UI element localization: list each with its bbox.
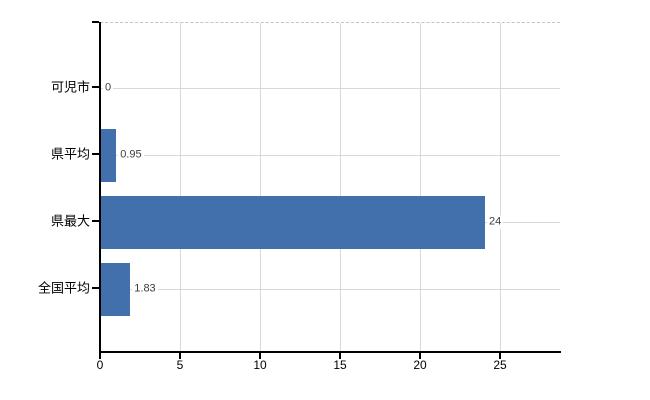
plot-area: 0 0.95 24 1.83 xyxy=(100,22,560,353)
category-label: 可児市 xyxy=(50,79,90,95)
gridline-horizontal xyxy=(100,289,560,290)
y-axis-tick xyxy=(92,86,99,88)
gridline-horizontal xyxy=(100,88,560,89)
gridline-vertical xyxy=(340,23,341,353)
x-tick-label: 25 xyxy=(493,358,507,372)
x-tick-label: 0 xyxy=(96,358,104,372)
gridline-vertical xyxy=(180,23,181,353)
category-label: 県最大 xyxy=(50,213,90,229)
gridline-vertical xyxy=(260,23,261,353)
x-axis-tick xyxy=(339,353,341,359)
gridline-horizontal xyxy=(100,155,560,156)
category-label: 県平均 xyxy=(50,146,90,162)
y-axis-end-tick xyxy=(92,21,99,23)
x-tick-label: 15 xyxy=(333,358,347,372)
y-axis-tick xyxy=(92,153,99,155)
gridline-vertical xyxy=(500,23,501,353)
gridline-vertical xyxy=(420,23,421,353)
x-axis-tick xyxy=(99,353,101,359)
y-axis-tick xyxy=(92,287,99,289)
y-axis-line xyxy=(99,22,101,353)
category-label: 全国平均 xyxy=(37,280,90,296)
x-tick-label: 20 xyxy=(413,358,427,372)
x-axis-tick xyxy=(419,353,421,359)
x-axis-line xyxy=(99,351,561,353)
bar-value-label: 0 xyxy=(103,81,114,95)
y-axis-tick xyxy=(92,220,99,222)
x-axis-tick xyxy=(499,353,501,359)
bar-2 xyxy=(101,128,117,182)
bar-3 xyxy=(101,195,485,249)
bar-value-label: 0.95 xyxy=(118,148,144,162)
x-axis-tick xyxy=(259,353,261,359)
x-tick-label: 5 xyxy=(176,358,184,372)
bar-value-label: 24 xyxy=(487,215,504,229)
x-tick-label: 10 xyxy=(253,358,267,372)
bar-4 xyxy=(101,262,131,316)
x-axis-tick xyxy=(179,353,181,359)
bar-value-label: 1.83 xyxy=(132,282,158,296)
